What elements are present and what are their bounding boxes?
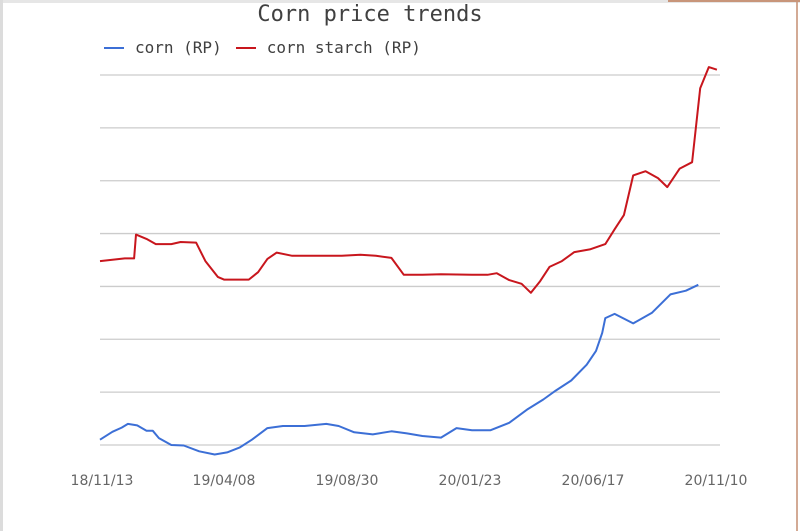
x-tick-label: 20/06/17 (561, 473, 625, 489)
series-line-corn-starch (99, 66, 718, 294)
legend-item-corn-starch[interactable]: corn starch (RP) (235, 38, 421, 57)
chart-legend: corn (RP) corn starch (RP) (104, 38, 435, 57)
window-right-edge (796, 0, 798, 531)
x-tick-label: 20/01/23 (438, 473, 502, 489)
x-tick-label: 19/04/08 (192, 473, 256, 489)
window-top-right-edge (668, 0, 800, 2)
x-tick-label: 19/08/30 (315, 473, 379, 489)
legend-label-corn: corn (RP) (135, 38, 222, 57)
chart-title: Corn price trends (257, 2, 483, 27)
series-line-corn (99, 283, 699, 456)
window-top-edge (0, 0, 800, 3)
legend-item-corn[interactable]: corn (RP) (104, 38, 222, 57)
legend-swatch-corn (104, 46, 124, 49)
x-tick-label: 18/11/13 (70, 473, 134, 489)
x-tick-label: 20/11/10 (684, 473, 748, 489)
legend-label-corn-starch: corn starch (RP) (266, 38, 421, 57)
window-left-edge (0, 0, 3, 531)
legend-swatch-corn-starch (235, 46, 256, 49)
gridlines (100, 74, 720, 446)
